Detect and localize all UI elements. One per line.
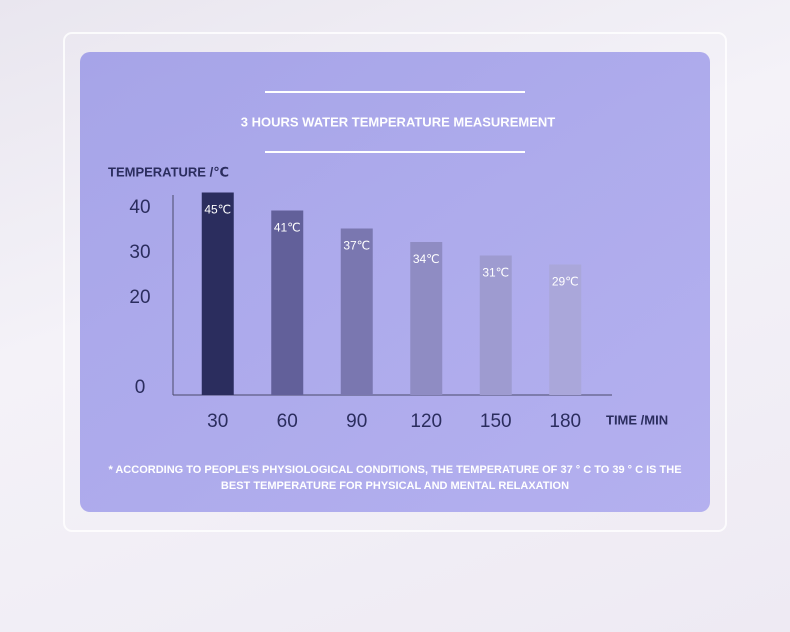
note-box: * ACCORDING TO PEOPLE'S PHYSIOLOGICAL CO… [108,464,682,492]
x-tick-label: 30 [207,411,228,432]
x-tick-label: 90 [346,411,367,432]
bar [410,242,443,395]
x-tick-label: 180 [549,411,581,432]
bar [479,255,512,395]
data-label: 31℃ [482,266,509,280]
y-tick-label: 30 [129,242,150,263]
data-label: 41℃ [274,221,301,235]
bar [271,210,304,395]
y-axis-label: TEMPERATURE /℃ [108,164,229,179]
x-tick-label: 60 [277,411,298,432]
bar [340,228,373,395]
x-tick-label: 150 [480,411,512,432]
frame [63,32,727,532]
bar [549,264,582,395]
data-label: 37℃ [343,239,370,253]
y-tick-label: 20 [129,287,150,308]
note: * ACCORDING TO PEOPLE'S PHYSIOLOGICAL CO… [108,464,682,492]
y-tick-label: 0 [135,377,146,398]
y-tick-label: 40 [129,197,150,218]
x-axis-label: TIME /MIN [606,412,668,427]
data-label: 45℃ [204,203,231,217]
panel [80,52,710,512]
x-tick-label: 120 [410,411,442,432]
data-label: 34℃ [413,252,440,266]
bar [201,192,234,395]
data-label: 29℃ [552,275,579,289]
chart-title: 3 HOURS WATER TEMPERATURE MEASUREMENT [241,114,555,129]
